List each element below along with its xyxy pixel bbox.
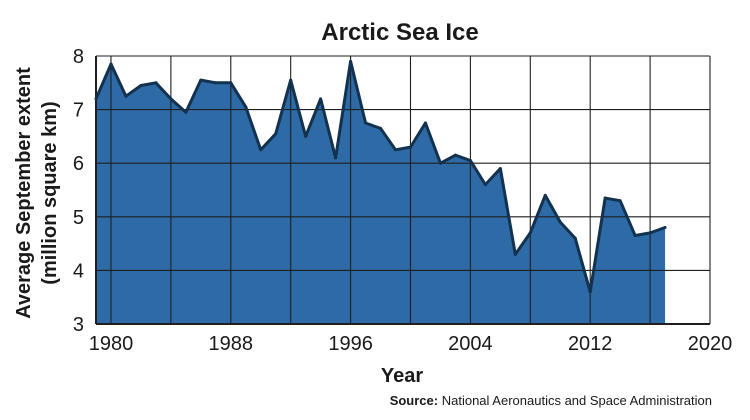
data-point xyxy=(633,234,637,238)
data-point xyxy=(663,226,667,230)
x-tick-label: 2004 xyxy=(448,333,493,355)
data-point xyxy=(438,161,442,165)
x-tick-label: 1988 xyxy=(209,333,254,355)
x-tick-label: 2020 xyxy=(688,333,733,355)
source-text: National Aeronautics and Space Administr… xyxy=(441,393,712,408)
data-point xyxy=(229,81,233,85)
data-point xyxy=(199,78,203,82)
data-point xyxy=(109,62,113,66)
x-axis-title: Year xyxy=(381,365,423,387)
y-tick-label: 3 xyxy=(73,314,84,336)
data-point xyxy=(603,196,607,200)
y-axis-title-line1: Average September extent xyxy=(13,67,35,319)
data-point xyxy=(94,97,98,101)
data-point xyxy=(573,236,577,240)
data-point xyxy=(244,105,248,109)
source-note: Source: National Aeronautics and Space A… xyxy=(390,393,712,408)
data-point xyxy=(618,199,622,203)
data-point xyxy=(319,97,323,101)
data-point xyxy=(364,121,368,125)
y-tick-label: 4 xyxy=(73,260,84,282)
area-fill xyxy=(96,61,666,325)
x-tick-label: 1980 xyxy=(89,333,134,355)
data-point xyxy=(289,78,293,82)
data-point xyxy=(408,145,412,149)
y-axis-title-line2: (million square km) xyxy=(39,101,61,284)
y-tick-label: 8 xyxy=(73,46,84,68)
data-point xyxy=(513,252,517,256)
data-point xyxy=(498,167,502,171)
source-prefix: Source: xyxy=(389,393,439,408)
data-point xyxy=(304,134,308,138)
y-tick-label: 6 xyxy=(73,153,84,175)
data-point xyxy=(184,110,188,114)
chart-title: Arctic Sea Ice xyxy=(321,19,478,46)
data-point xyxy=(453,153,457,157)
data-point xyxy=(394,148,398,152)
data-point xyxy=(468,159,472,163)
data-point xyxy=(334,156,338,160)
data-point xyxy=(648,231,652,235)
data-point xyxy=(274,132,278,136)
data-point xyxy=(528,231,532,235)
y-tick-labels: 3 4 5 6 7 8 xyxy=(73,46,84,336)
data-point xyxy=(558,220,562,224)
data-point xyxy=(214,81,218,85)
data-point xyxy=(588,290,592,294)
y-axis-title: Average September extent (million square… xyxy=(13,67,61,319)
data-point xyxy=(124,94,128,98)
x-tick-labels: 1980 1988 1996 2004 2012 2020 xyxy=(89,333,733,355)
data-point xyxy=(139,83,143,87)
y-tick-label: 7 xyxy=(73,100,84,122)
data-point xyxy=(154,81,158,85)
data-point xyxy=(169,97,173,101)
plot-area xyxy=(94,55,711,325)
x-tick-label: 2012 xyxy=(568,333,613,355)
data-point xyxy=(423,121,427,125)
data-point xyxy=(259,148,263,152)
data-point xyxy=(543,193,547,197)
data-point xyxy=(379,126,383,130)
data-point xyxy=(483,183,487,187)
x-tick-label: 1996 xyxy=(328,333,373,355)
data-point xyxy=(349,59,353,63)
y-tick-label: 5 xyxy=(73,207,84,229)
